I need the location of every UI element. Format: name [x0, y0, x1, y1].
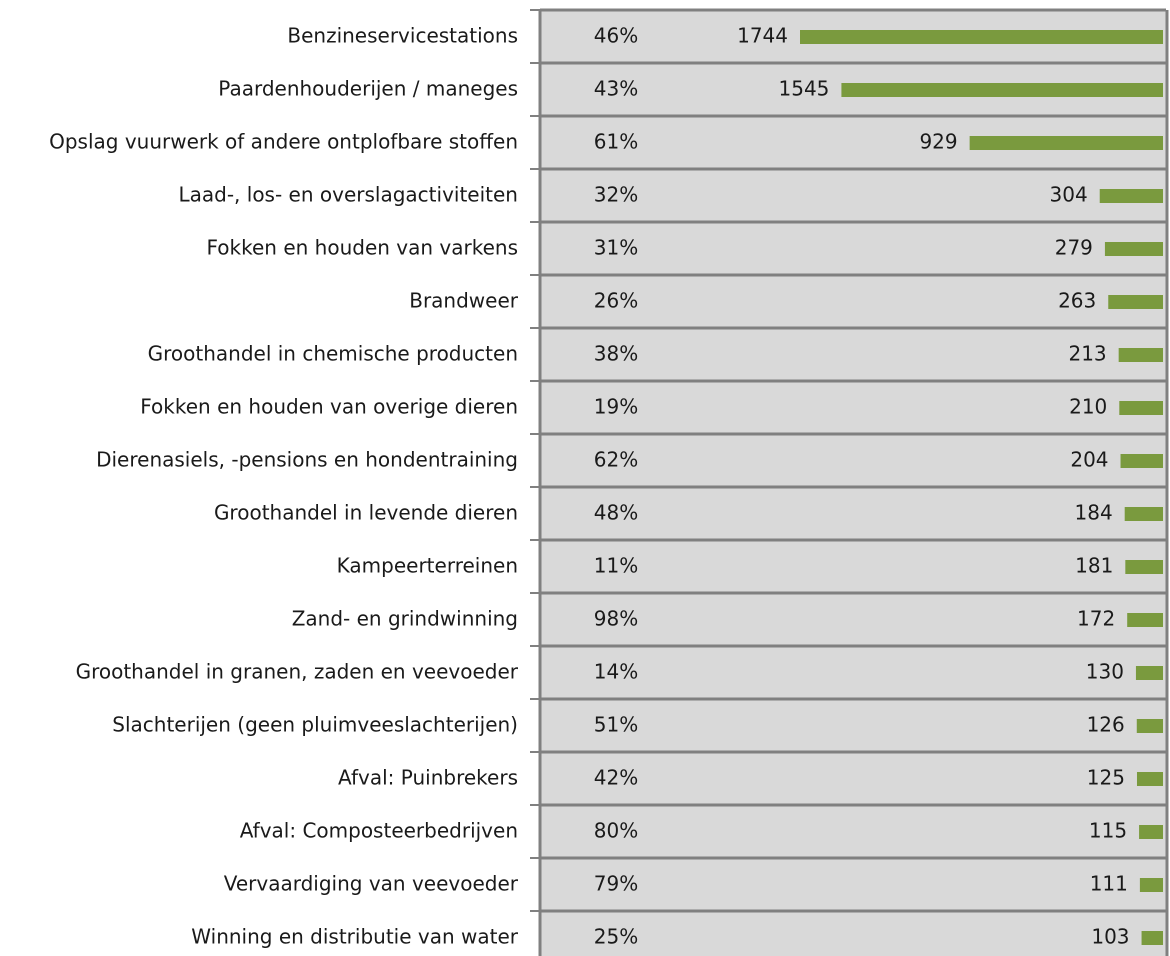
bar: [1136, 719, 1163, 733]
share-label: 14%: [594, 660, 638, 684]
share-label: 26%: [594, 289, 638, 313]
share-label: 98%: [594, 607, 638, 631]
share-label: 61%: [594, 130, 638, 154]
category-label: Vervaardiging van veevoeder: [224, 872, 519, 896]
value-label: 103: [1091, 925, 1129, 949]
bar: [1099, 189, 1163, 203]
bar: [1136, 772, 1163, 786]
value-label: 125: [1087, 766, 1125, 790]
value-label: 181: [1075, 554, 1113, 578]
share-label: 38%: [594, 342, 638, 366]
value-label: 279: [1055, 236, 1093, 260]
share-label: 79%: [594, 872, 638, 896]
category-label: Groothandel in chemische producten: [148, 342, 518, 366]
bar: [1104, 242, 1163, 256]
value-label: 304: [1050, 183, 1088, 207]
category-label: Groothandel in levende dieren: [214, 501, 518, 525]
value-label: 204: [1070, 448, 1108, 472]
category-label: Fokken en houden van varkens: [207, 236, 518, 260]
bar: [841, 83, 1163, 97]
value-label: 172: [1077, 607, 1115, 631]
bar: [1108, 295, 1163, 309]
category-label: Paardenhouderijen / maneges: [218, 77, 518, 101]
share-label: 62%: [594, 448, 638, 472]
share-label: 11%: [594, 554, 638, 578]
bar: [1118, 348, 1163, 362]
value-label: 115: [1089, 819, 1127, 843]
bar: [1120, 454, 1163, 468]
category-label: Benzineservicestations: [287, 24, 518, 48]
bar: [1141, 931, 1163, 945]
category-label: Fokken en houden van overige dieren: [140, 395, 518, 419]
category-label: Laad-, los- en overslagactiviteiten: [178, 183, 518, 207]
value-label: 213: [1068, 342, 1106, 366]
category-label: Dierenasiels, -pensions en hondentrainin…: [96, 448, 518, 472]
bar: [1125, 560, 1163, 574]
category-label: Zand- en grindwinning: [292, 607, 518, 631]
value-label: 111: [1090, 872, 1128, 896]
share-label: 48%: [594, 501, 638, 525]
value-label: 1744: [737, 24, 788, 48]
share-label: 43%: [594, 77, 638, 101]
category-label: Afval: Composteerbedrijven: [240, 819, 518, 843]
share-label: 80%: [594, 819, 638, 843]
share-label: 31%: [594, 236, 638, 260]
bar: [1127, 613, 1163, 627]
share-label: 51%: [594, 713, 638, 737]
value-label: 929: [919, 130, 957, 154]
category-label: Groothandel in granen, zaden en veevoede…: [76, 660, 519, 684]
category-label: Brandweer: [409, 289, 519, 313]
bar: [800, 30, 1163, 44]
category-label: Opslag vuurwerk of andere ontplofbare st…: [49, 130, 518, 154]
bar: [969, 136, 1163, 150]
share-label: 42%: [594, 766, 638, 790]
share-label: 46%: [594, 24, 638, 48]
share-label: 25%: [594, 925, 638, 949]
bar: [1124, 507, 1163, 521]
category-label: Winning en distributie van water: [191, 925, 518, 949]
bar: [1135, 666, 1163, 680]
value-label: 126: [1087, 713, 1125, 737]
value-label: 210: [1069, 395, 1107, 419]
value-label: 130: [1086, 660, 1124, 684]
share-label: 32%: [594, 183, 638, 207]
value-label: 184: [1075, 501, 1113, 525]
category-label: Slachterijen (geen pluimveeslachterijen): [112, 713, 518, 737]
bar: [1139, 878, 1163, 892]
category-label: Afval: Puinbrekers: [338, 766, 518, 790]
bar: [1139, 825, 1163, 839]
share-label: 19%: [594, 395, 638, 419]
value-label: 263: [1058, 289, 1096, 313]
bar: [1119, 401, 1163, 415]
value-label: 1545: [779, 77, 830, 101]
category-label: Kampeerterreinen: [337, 554, 518, 578]
